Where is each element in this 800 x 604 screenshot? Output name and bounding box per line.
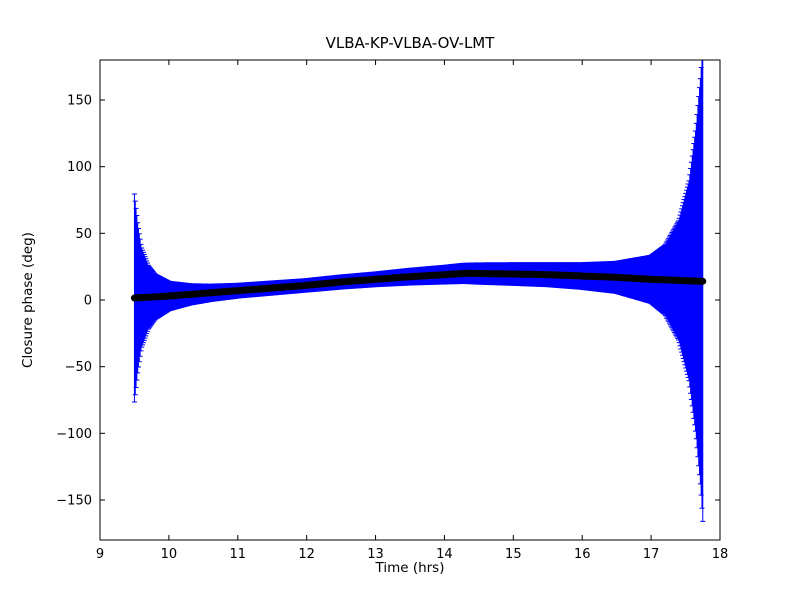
y-tick-label: 100	[67, 160, 92, 175]
x-tick-label: 9	[96, 547, 104, 562]
x-tick-label: 10	[161, 547, 178, 562]
x-tick-label: 18	[712, 547, 729, 562]
x-tick-label: 14	[436, 547, 453, 562]
x-tick-label: 16	[574, 547, 591, 562]
y-axis-label: Closure phase (deg)	[20, 232, 36, 368]
y-tick-label: 0	[84, 294, 92, 309]
y-tick-label: 150	[67, 94, 92, 109]
x-tick-label: 15	[505, 547, 522, 562]
y-tick-label: −100	[56, 427, 92, 442]
y-tick-label: −50	[65, 360, 92, 375]
y-tick-label: 50	[75, 227, 92, 242]
x-tick-label: 11	[230, 547, 247, 562]
x-tick-label: 12	[298, 547, 315, 562]
x-axis-label: Time (hrs)	[374, 560, 444, 576]
x-tick-label: 17	[643, 547, 660, 562]
y-tick-label: −150	[56, 494, 92, 509]
x-tick-label: 13	[367, 547, 384, 562]
data-markers-layer	[130, 269, 707, 302]
ticks-layer: 9 10 11 12 13 14 15 16 17 18 −150 −100 −50 0 50 100 150	[56, 60, 728, 562]
chart-title: VLBA-KP-VLBA-OV-LMT	[326, 34, 496, 52]
